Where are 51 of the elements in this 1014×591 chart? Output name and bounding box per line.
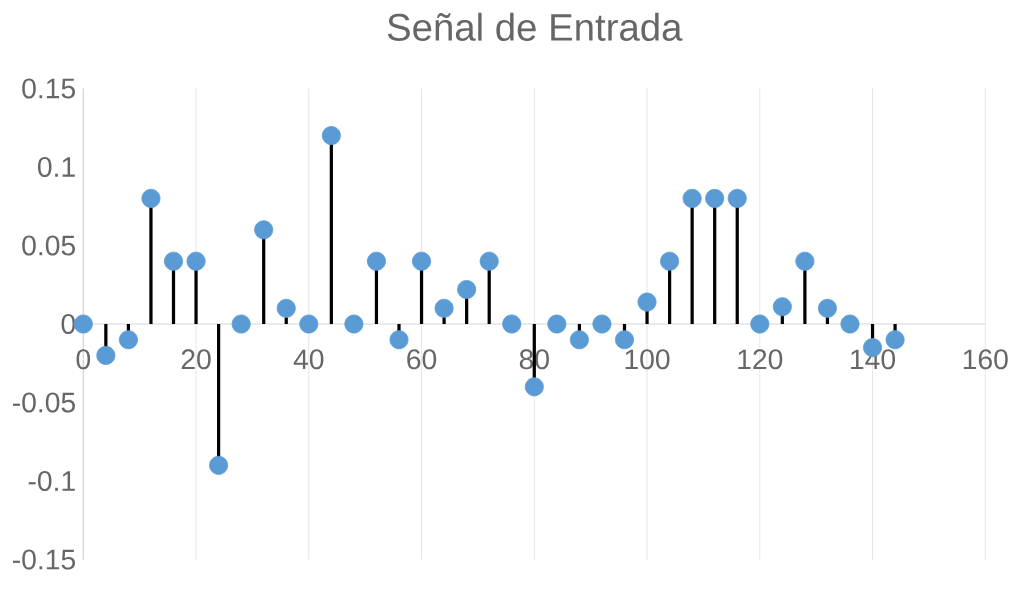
y-tick-label: 0 [61,313,76,334]
x-tick-label: 0 [76,349,91,370]
x-tick-label: 100 [625,349,670,370]
point [885,330,905,350]
point [479,251,499,271]
point [615,330,634,350]
point [141,188,161,208]
point [660,251,680,271]
x-tick-label: 20 [181,349,211,370]
point [73,314,93,334]
chart-title: Señal de Entrada [387,12,683,41]
point [840,314,860,334]
point [750,314,770,334]
point [772,297,792,317]
y-tick-label: 0.05 [22,235,75,256]
point [389,330,409,350]
point [592,314,612,334]
point [457,279,477,299]
point [321,126,341,146]
x-tick-label: 120 [738,349,783,370]
point [727,188,747,208]
y-tick-label: -0.1 [28,470,75,491]
point [817,298,837,318]
point [412,251,432,271]
point [254,220,274,240]
x-tick-label: 40 [293,349,324,370]
point [795,251,815,271]
y-tick-label: -0.15 [13,549,75,570]
y-tick-label: 0.15 [22,78,75,99]
point [276,298,296,318]
point [637,292,657,312]
point [569,330,589,350]
x-tick-label: 160 [963,349,1008,370]
x-tick-label: 60 [407,349,437,370]
point [299,314,319,334]
point [96,345,116,365]
point [164,251,183,271]
point [705,188,725,208]
point [502,314,522,334]
point [231,314,251,334]
point [434,298,454,318]
y-tick-label: -0.05 [13,392,75,413]
point [118,330,138,350]
point [682,188,702,208]
point [524,377,544,397]
point [186,251,206,271]
point [366,251,386,271]
point [209,455,229,475]
point [344,314,364,334]
point [547,314,567,334]
y-tick-label: 0.1 [37,156,75,177]
